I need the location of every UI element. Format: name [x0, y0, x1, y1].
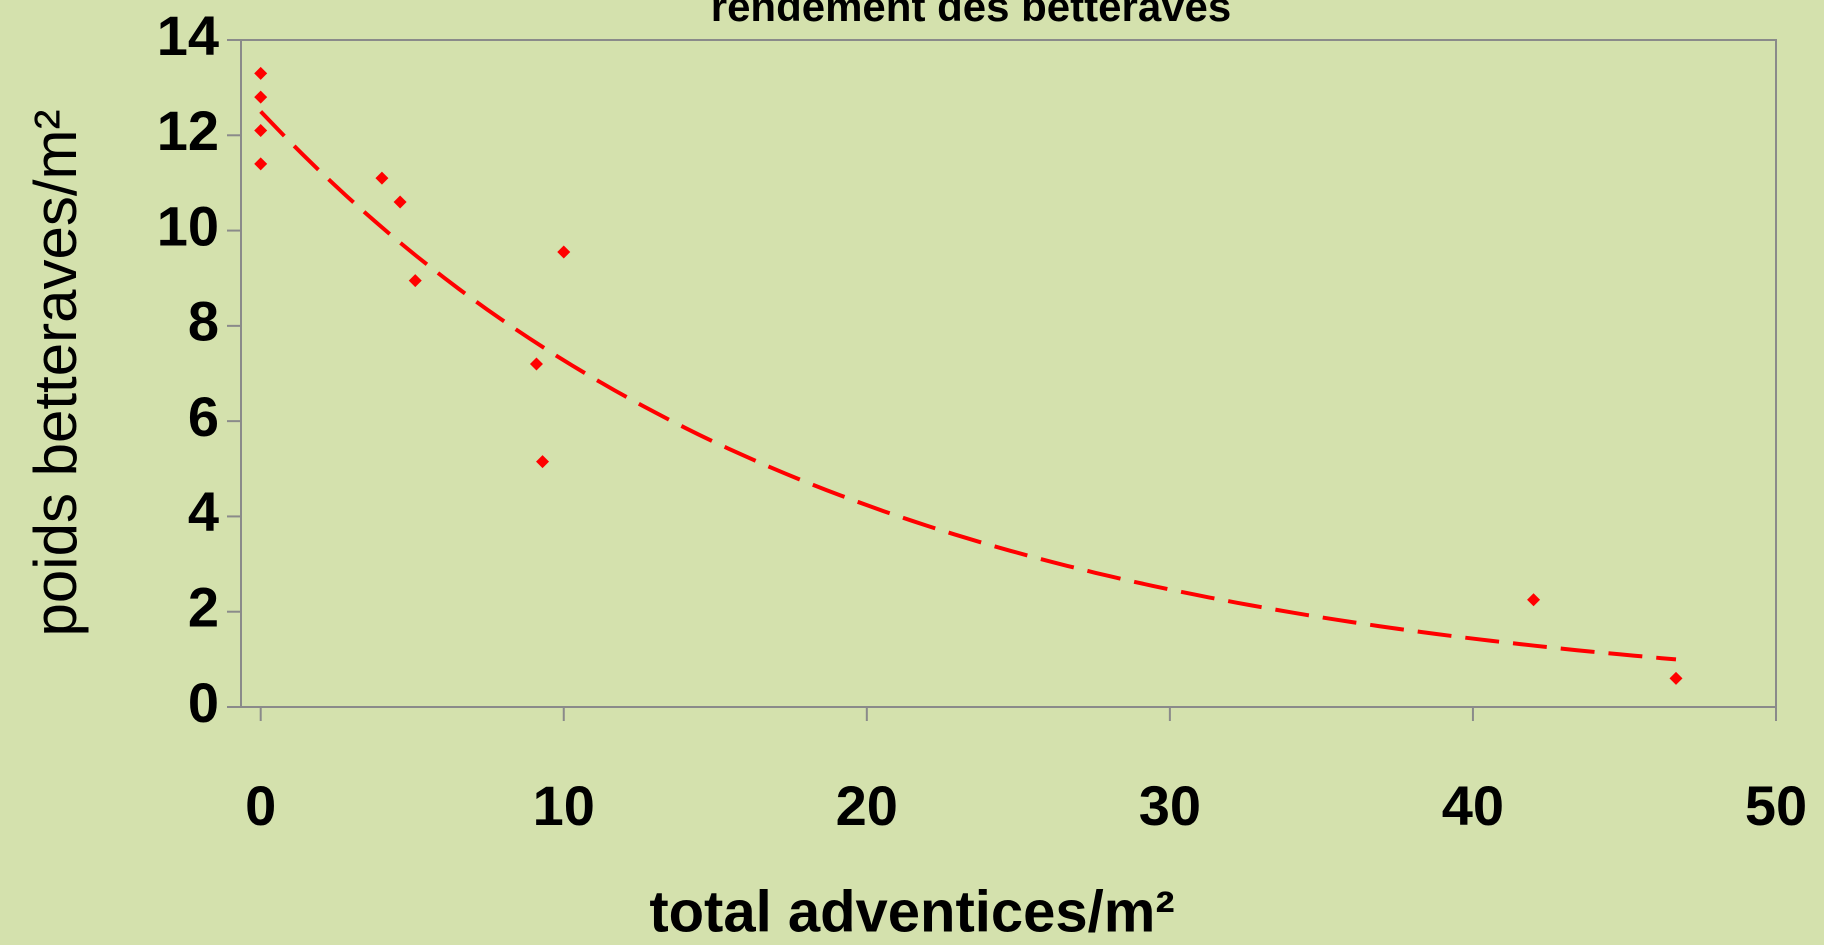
- x-tick-label: 10: [533, 774, 595, 837]
- y-tick-label: 14: [157, 4, 219, 67]
- y-tick-label: 4: [188, 480, 219, 543]
- x-tick-label: 40: [1442, 774, 1504, 837]
- plot-frame: [240, 39, 1777, 708]
- point: [536, 455, 550, 469]
- chart-title: rendement des betteraves: [711, 0, 1232, 30]
- point: [254, 90, 268, 104]
- y-tick-label: 10: [157, 194, 219, 257]
- x-tick-label: 20: [836, 774, 898, 837]
- x-tick-label: 30: [1139, 774, 1201, 837]
- y-tick-label: 0: [188, 671, 219, 734]
- trendline: [259, 110, 1677, 662]
- y-tick-label: 12: [157, 99, 219, 162]
- y-tick-label: 6: [188, 385, 219, 448]
- point: [408, 274, 422, 288]
- point: [1527, 593, 1541, 607]
- point: [375, 171, 389, 185]
- point: [254, 157, 268, 171]
- point: [529, 357, 543, 371]
- y-tick-label: 2: [188, 576, 219, 639]
- y-axis-label: poids betteraves/m²: [22, 110, 89, 637]
- x-tick-label: 50: [1745, 774, 1807, 837]
- point: [557, 245, 571, 259]
- point: [1669, 671, 1683, 685]
- y-tick-label: 8: [188, 290, 219, 353]
- x-tick-label: 0: [245, 774, 276, 837]
- point: [254, 124, 268, 138]
- x-axis-label: total adventices/m²: [649, 879, 1174, 944]
- point: [393, 195, 407, 209]
- point: [254, 66, 268, 80]
